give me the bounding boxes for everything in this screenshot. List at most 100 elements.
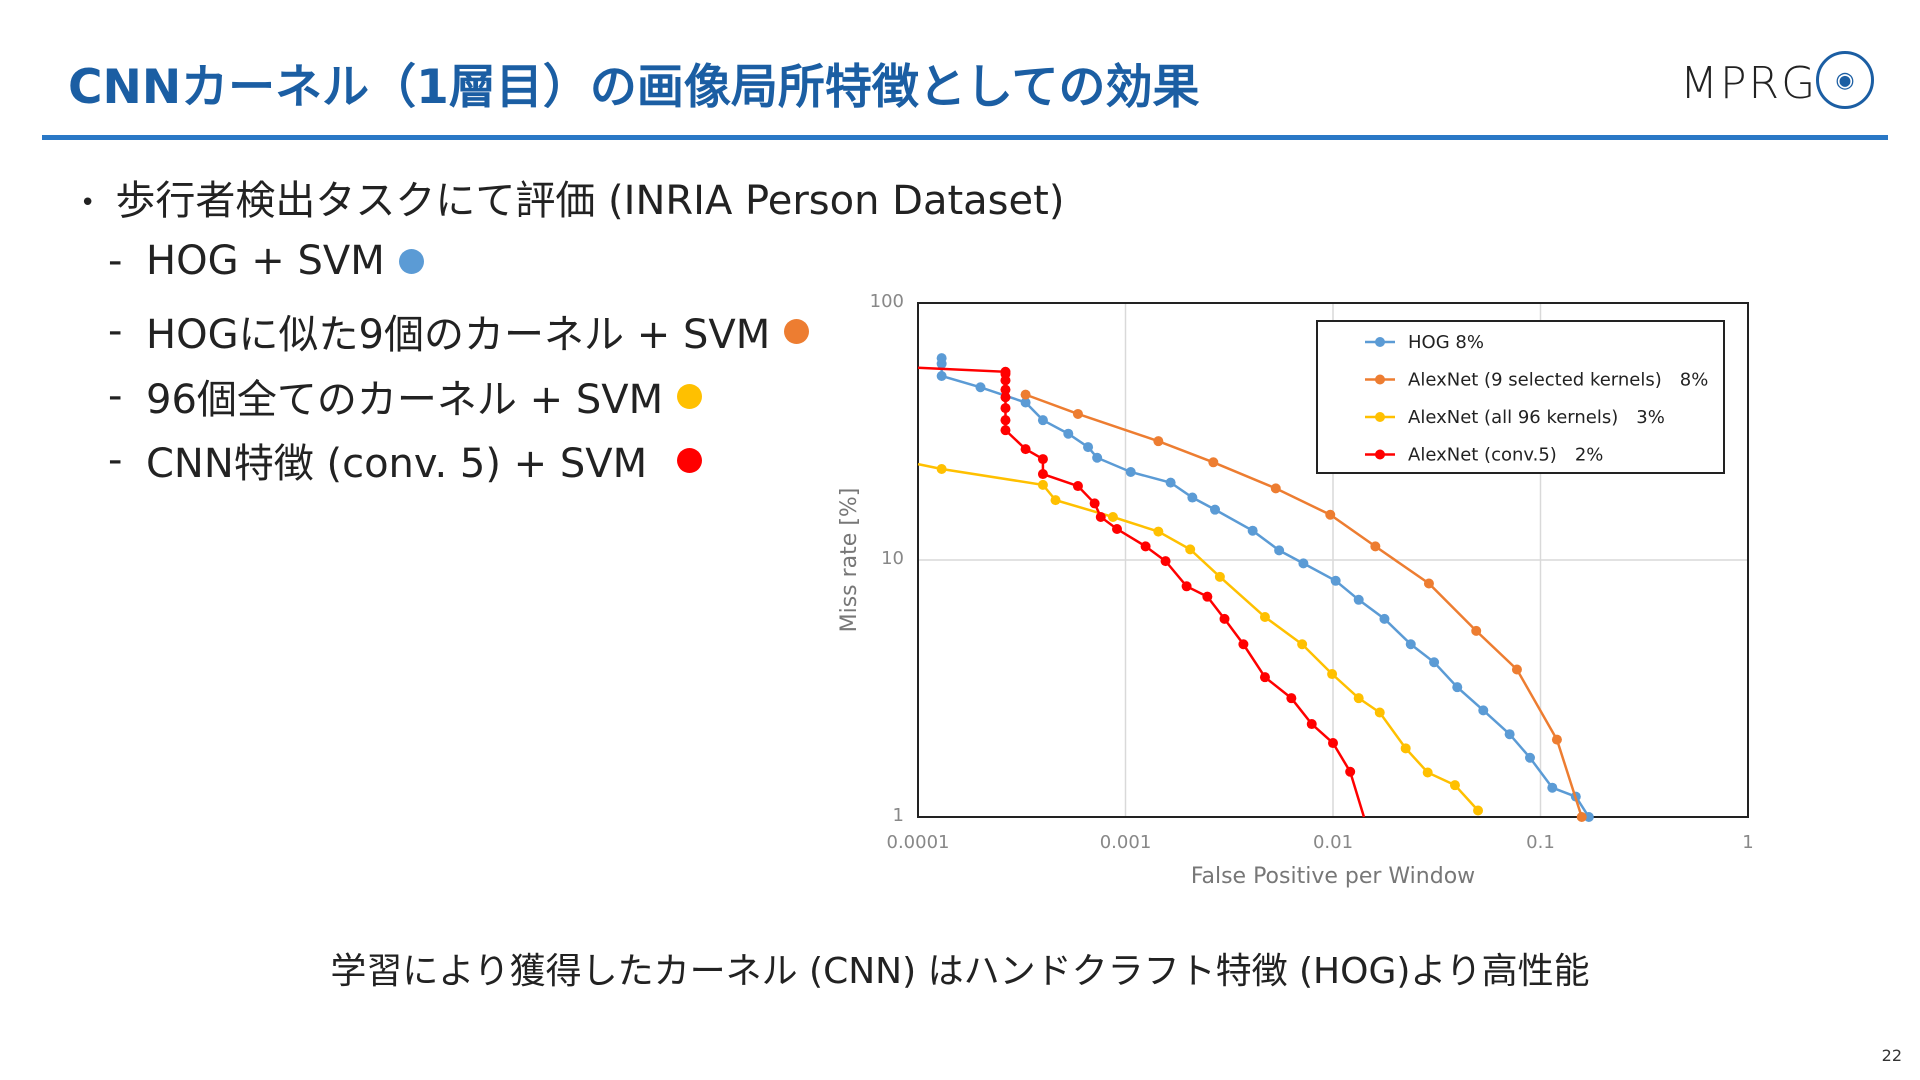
data-point: [1208, 457, 1219, 468]
data-point: [1089, 498, 1100, 509]
data-point: [1000, 403, 1011, 414]
data-point: [1325, 509, 1336, 520]
legend: HOG 8% AlexNet (9 selected kernels) 8% Ale…: [1316, 320, 1725, 474]
data-point: [1202, 591, 1213, 602]
sub-item-label: HOGに似た9個のカーネル + SVM: [146, 312, 771, 358]
data-point: [1379, 613, 1390, 624]
data-point: [1153, 526, 1164, 537]
data-point: [1000, 392, 1011, 403]
data-point: [1259, 612, 1270, 623]
sub-item-9-kernels: - HOGに似た9個のカーネル + SVM: [108, 302, 810, 360]
data-point: [1112, 524, 1123, 535]
x-tick-label: 0.001: [1100, 832, 1152, 853]
x-tick-label: 0.1: [1526, 832, 1555, 853]
data-point: [1328, 738, 1338, 749]
data-point: [1576, 812, 1587, 822]
data-point: [1187, 492, 1198, 503]
data-point: [1000, 375, 1011, 386]
data-point: [1370, 541, 1381, 552]
plot-frame: [917, 302, 1749, 818]
data-point: [1298, 558, 1309, 569]
data-point: [1020, 444, 1031, 455]
y-tick-label: 10: [881, 548, 904, 569]
data-point: [1297, 639, 1308, 650]
series-line: [1025, 393, 1583, 818]
series-1: [1020, 389, 1587, 822]
data-point: [1125, 466, 1136, 477]
data-point: [1511, 664, 1522, 675]
legend-swatch-marker: [1375, 374, 1385, 385]
data-point: [1107, 511, 1118, 522]
data-point: [1405, 639, 1416, 650]
sub-item-hog: - HOG + SVM: [108, 238, 424, 284]
data-point: [1160, 556, 1171, 567]
data-point: [1153, 436, 1164, 447]
data-point: [1583, 812, 1594, 822]
data-point: [1524, 752, 1535, 763]
data-point: [1000, 415, 1011, 426]
data-point: [1551, 734, 1562, 745]
data-point: [1037, 454, 1048, 465]
data-point: [1473, 805, 1484, 816]
data-point: [1286, 693, 1297, 704]
data-point: [1238, 639, 1249, 650]
legend-swatch-marker: [1375, 449, 1385, 460]
sub-item-cnn: - CNN特徴 (conv. 5) + SVM: [108, 431, 703, 489]
series-line: [917, 462, 1479, 812]
data-point: [1095, 511, 1106, 522]
data-point: [1037, 469, 1048, 480]
data-point: [1429, 657, 1440, 668]
data-point: [1423, 578, 1434, 589]
data-point: [1214, 571, 1225, 582]
data-point: [1478, 705, 1489, 716]
legend-label: AlexNet (all 96 kernels) 3%: [1408, 407, 1665, 428]
legend-swatch-marker: [1375, 337, 1385, 347]
sub-item-96-kernels: -96個全てのカーネル + SVM: [108, 367, 703, 425]
data-point: [1140, 541, 1151, 552]
sub-item-label: CNN特徴 (conv. 5) + SVM: [146, 441, 648, 487]
data-point: [1083, 442, 1094, 453]
data-point: [1247, 525, 1258, 536]
legend-label: AlexNet (conv.5) 2%: [1408, 445, 1603, 466]
data-point: [1353, 693, 1364, 704]
x-tick-label: 1: [1742, 832, 1753, 853]
data-point: [1219, 613, 1230, 624]
y-axis-label: Miss rate [%]: [837, 488, 862, 633]
university-seal-icon: ◉: [1816, 51, 1874, 109]
data-point: [1327, 669, 1338, 680]
data-point: [1063, 428, 1074, 439]
data-point: [1050, 495, 1061, 506]
bullet-main-text: 歩行者検出タスクにて評価 (INRIA Person Dataset): [115, 178, 1065, 224]
mprg-logo: MPRG: [1680, 58, 1818, 109]
data-point: [1020, 389, 1031, 400]
orange-dot-icon: [784, 318, 810, 344]
data-point: [1020, 397, 1031, 408]
y-tick-label: 100: [870, 291, 904, 312]
data-point: [1504, 729, 1515, 740]
data-point: [1037, 479, 1048, 490]
data-point: [936, 463, 947, 474]
data-point: [1037, 415, 1048, 426]
data-point: [1181, 581, 1192, 592]
bullet-main: • 歩行者検出タスクにて評価 (INRIA Person Dataset): [80, 168, 1064, 226]
series-3: [917, 366, 1366, 818]
title-divider: [42, 135, 1888, 140]
data-point: [1270, 483, 1281, 494]
x-tick-label: 0.0001: [887, 832, 950, 853]
bullet-dot-icon: •: [80, 188, 96, 218]
data-point: [1345, 766, 1356, 777]
legend-label: AlexNet (9 selected kernels) 8%: [1408, 370, 1708, 391]
data-point: [1185, 544, 1196, 555]
x-tick-label: 0.01: [1313, 832, 1353, 853]
red-dot-icon: [677, 447, 703, 473]
y-tick-label: 1: [893, 805, 904, 826]
sub-item-label: HOG + SVM: [146, 238, 385, 284]
series-2: [917, 462, 1484, 816]
series-line: [940, 358, 1590, 818]
data-point: [1259, 672, 1270, 683]
data-point: [1000, 384, 1011, 395]
data-point: [1330, 575, 1341, 586]
data-point: [1306, 719, 1317, 730]
page-title: CNNカーネル（1層目）の画像局所特徴としての効果: [68, 60, 1200, 115]
